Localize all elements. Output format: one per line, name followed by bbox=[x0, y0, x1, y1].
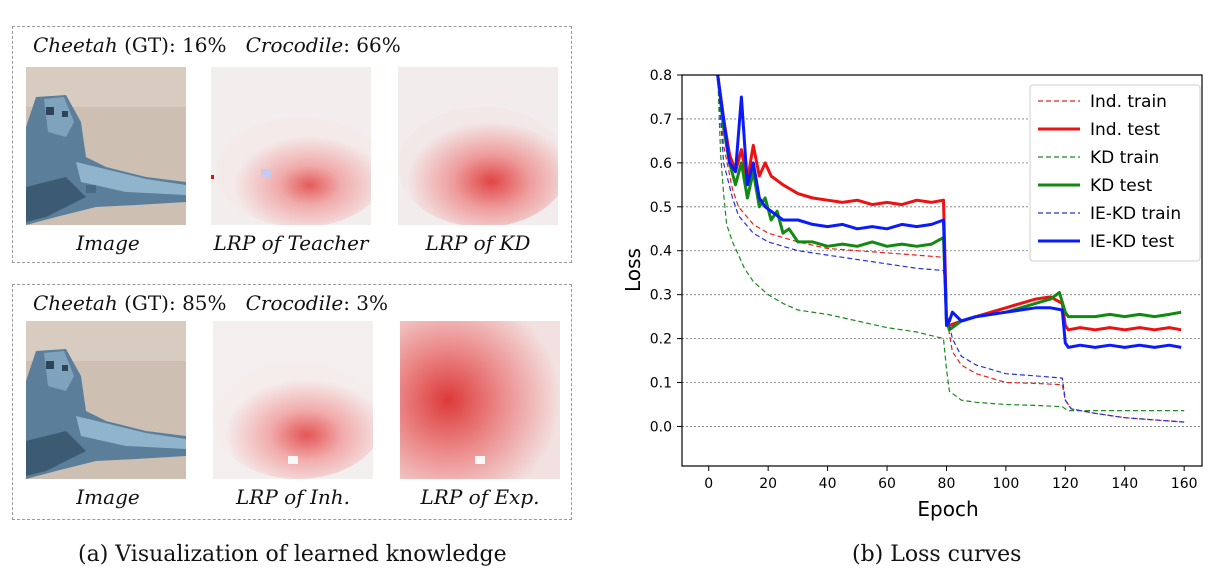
legend-label: Ind. train bbox=[1090, 92, 1167, 112]
series-line-kd-test bbox=[716, 75, 1182, 332]
class-name-cheetah: Cheetah bbox=[33, 291, 118, 315]
y-tick-label: 0.4 bbox=[650, 244, 672, 260]
x-tick-label: 100 bbox=[993, 476, 1020, 492]
lrp-inherited-heatmap bbox=[213, 321, 383, 479]
legend-label: KD train bbox=[1090, 148, 1159, 168]
caption-lrp-teacher: LRP of Teacher bbox=[213, 231, 369, 255]
y-tick-label: 0.0 bbox=[650, 419, 672, 435]
caption-image: Image bbox=[76, 485, 140, 509]
loss-chart: 0.0 0.1 0.2 0.3 0.4 0.5 0.6 0.7 0.8 0 20 40 60 80 100 1… bbox=[621, 68, 1203, 521]
caption-image: Image bbox=[76, 231, 140, 255]
crocodile-probability: : 66% bbox=[343, 33, 401, 57]
lrp-exploratory-heatmap bbox=[400, 321, 560, 479]
y-tick-label: 0.7 bbox=[650, 112, 672, 128]
caption-panel-b: (b) Loss curves bbox=[852, 542, 1022, 567]
caption-lrp-kd: LRP of KD bbox=[425, 231, 531, 255]
series-line-ind-test bbox=[716, 75, 1182, 332]
caption-panel-a: (a) Visualization of learned knowledge bbox=[78, 542, 507, 567]
legend-label: Ind. test bbox=[1090, 120, 1160, 140]
x-tick-label: 160 bbox=[1171, 476, 1198, 492]
caption-lrp-inherited: LRP of Inh. bbox=[236, 485, 350, 509]
class-name-cheetah: Cheetah bbox=[33, 33, 118, 57]
gt-marker: (GT) bbox=[124, 291, 169, 315]
x-axis-label: Epoch bbox=[917, 497, 978, 521]
y-tick-label: 0.3 bbox=[650, 288, 672, 304]
y-tick-label: 0.8 bbox=[650, 68, 672, 84]
gt-marker: (GT) bbox=[124, 33, 169, 57]
y-axis-label: Loss bbox=[621, 248, 645, 292]
class-name-crocodile: Crocodile bbox=[245, 291, 344, 315]
lrp-kd-heatmap bbox=[398, 67, 568, 227]
x-tick-label: 20 bbox=[759, 476, 777, 492]
crocodile-probability: : 3% bbox=[343, 291, 389, 315]
axis-ticks: 0.0 0.1 0.2 0.3 0.4 0.5 0.6 0.7 0.8 0 20 40 60 80 100 1… bbox=[650, 68, 1198, 492]
series-lines bbox=[716, 75, 1185, 423]
cheetah-probability: : 16% bbox=[168, 33, 227, 57]
x-tick-label: 40 bbox=[819, 476, 837, 492]
cheetah-image bbox=[26, 321, 186, 479]
lrp-teacher-heatmap bbox=[211, 67, 386, 227]
cheetah-image bbox=[26, 67, 186, 225]
x-tick-label: 140 bbox=[1111, 476, 1138, 492]
caption-lrp-exploratory: LRP of Exp. bbox=[420, 485, 540, 509]
legend: Ind. train Ind. test KD train KD test IE-KD … bbox=[1029, 84, 1201, 262]
plot-frame bbox=[681, 74, 1203, 467]
y-tick-label: 0.1 bbox=[650, 376, 672, 392]
legend-label: KD test bbox=[1090, 176, 1153, 196]
knowledge-panel-teacher: Cheetah (GT): 16% Crocodile: 66% bbox=[12, 26, 572, 263]
x-tick-label: 60 bbox=[878, 476, 896, 492]
x-tick-label: 0 bbox=[704, 476, 713, 492]
x-tick-label: 80 bbox=[938, 476, 956, 492]
knowledge-panel-iekd: Cheetah (GT): 85% Crocodile: 3% bbox=[12, 284, 572, 520]
prediction-heading: Cheetah (GT): 85% Crocodile: 3% bbox=[33, 291, 388, 315]
legend-label: IE-KD train bbox=[1090, 204, 1181, 224]
y-tick-label: 0.5 bbox=[650, 200, 672, 216]
prediction-heading: Cheetah (GT): 16% Crocodile: 66% bbox=[33, 33, 401, 57]
legend-label: IE-KD test bbox=[1090, 232, 1175, 252]
series-line-ie-kd-test bbox=[716, 75, 1182, 349]
class-name-crocodile: Crocodile bbox=[245, 33, 344, 57]
y-tick-label: 0.2 bbox=[650, 332, 672, 348]
x-tick-label: 120 bbox=[1052, 476, 1079, 492]
y-tick-label: 0.6 bbox=[650, 156, 672, 172]
cheetah-probability: : 85% bbox=[168, 291, 227, 315]
